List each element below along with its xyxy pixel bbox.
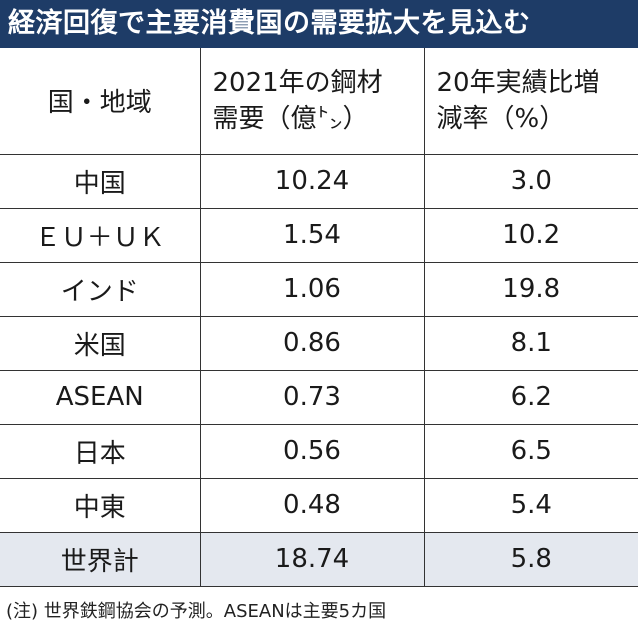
table-row: インド 1.06 19.8 bbox=[0, 261, 638, 317]
change-cell: 3.0 bbox=[423, 153, 638, 209]
demand-cell: 0.56 bbox=[199, 423, 425, 479]
region-cell: 日本 bbox=[0, 423, 201, 479]
demand-cell: 10.24 bbox=[199, 153, 425, 209]
table-header-row: 国・地域 2021年の鋼材 需要（億㌧） 20年実績比増 減率（%） bbox=[0, 48, 638, 155]
change-cell: 6.5 bbox=[423, 423, 638, 479]
region-cell: 中東 bbox=[0, 477, 201, 533]
footnote: (注) 世界鉄鋼協会の予測。ASEANは主要5カ国 bbox=[6, 601, 387, 622]
change-column-header: 20年実績比増 減率（%） bbox=[423, 48, 638, 155]
table-row: ASEAN 0.73 6.2 bbox=[0, 369, 638, 425]
table-row: 中東 0.48 5.4 bbox=[0, 477, 638, 533]
change-cell: 10.2 bbox=[423, 207, 638, 263]
region-cell: 米国 bbox=[0, 315, 201, 371]
steel-demand-table: 国・地域 2021年の鋼材 需要（億㌧） 20年実績比増 減率（%） 中国 10… bbox=[0, 48, 638, 587]
change-cell: 19.8 bbox=[423, 261, 638, 317]
table-row: 中国 10.24 3.0 bbox=[0, 153, 638, 209]
region-cell: ＥＵ＋ＵＫ bbox=[0, 207, 201, 263]
demand-cell: 1.54 bbox=[199, 207, 425, 263]
change-header-line-1: 20年実績比増 bbox=[436, 67, 600, 98]
demand-column-header: 2021年の鋼材 需要（億㌧） bbox=[199, 48, 425, 155]
total-demand-cell: 18.74 bbox=[199, 531, 425, 587]
change-header-line-2: 減率（%） bbox=[436, 103, 566, 134]
table-row: ＥＵ＋ＵＫ 1.54 10.2 bbox=[0, 207, 638, 263]
demand-cell: 0.86 bbox=[199, 315, 425, 371]
region-cell: 中国 bbox=[0, 153, 201, 209]
figure-title: 経済回復で主要消費国の需要拡大を見込む bbox=[0, 0, 638, 48]
demand-cell: 1.06 bbox=[199, 261, 425, 317]
table-row: 米国 0.86 8.1 bbox=[0, 315, 638, 371]
demand-cell: 0.48 bbox=[199, 477, 425, 533]
region-cell: インド bbox=[0, 261, 201, 317]
total-change-cell: 5.8 bbox=[423, 531, 638, 587]
table-row: 日本 0.56 6.5 bbox=[0, 423, 638, 479]
region-cell: ASEAN bbox=[0, 369, 201, 425]
change-cell: 8.1 bbox=[423, 315, 638, 371]
total-region-cell: 世界計 bbox=[0, 531, 201, 587]
change-cell: 6.2 bbox=[423, 369, 638, 425]
demand-cell: 0.73 bbox=[199, 369, 425, 425]
demand-header-line-2: 需要（億㌧） bbox=[212, 103, 369, 134]
demand-header-line-1: 2021年の鋼材 bbox=[212, 67, 383, 98]
region-column-header: 国・地域 bbox=[0, 48, 201, 155]
change-cell: 5.4 bbox=[423, 477, 638, 533]
table-total-row: 世界計 18.74 5.8 bbox=[0, 531, 638, 587]
